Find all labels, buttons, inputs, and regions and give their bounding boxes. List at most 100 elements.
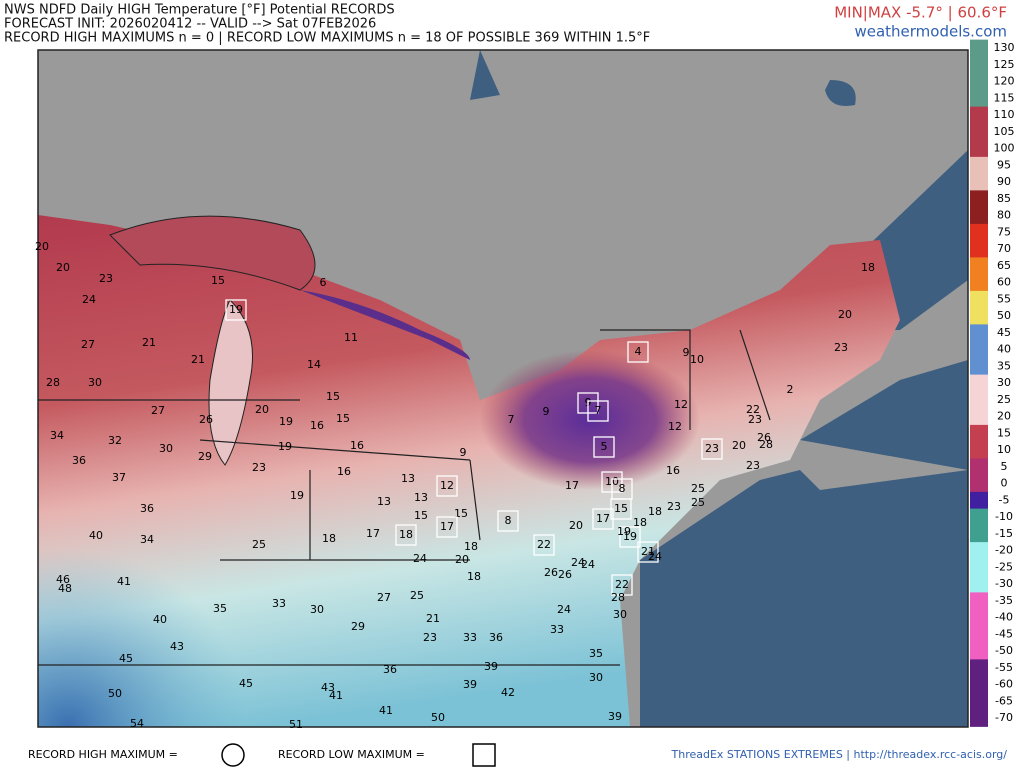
colorbar-label: 35 xyxy=(997,359,1011,372)
station-value: 19 xyxy=(278,440,292,453)
station-value: 23 xyxy=(705,442,719,455)
station-value: 50 xyxy=(431,711,445,724)
station-value: 20 xyxy=(255,403,269,416)
station-value: 45 xyxy=(239,677,253,690)
colorbar-label: 45 xyxy=(997,326,1011,339)
station-value: 9 xyxy=(683,346,690,359)
source: ThreadEx STATIONS EXTREMES | http://thre… xyxy=(671,748,1008,761)
colorbar-cell xyxy=(970,408,988,426)
colorbar-cell xyxy=(970,709,988,727)
station-value: 20 xyxy=(56,261,70,274)
station-value: 19 xyxy=(279,415,293,428)
station-value: 30 xyxy=(613,608,627,621)
colorbar-cell xyxy=(970,659,988,677)
station-value: 24 xyxy=(413,552,427,565)
station-value: 16 xyxy=(337,465,351,478)
colorbar-cell xyxy=(970,525,988,543)
station-value: 23 xyxy=(748,413,762,426)
colorbar-cell xyxy=(970,56,988,74)
station-value: 27 xyxy=(151,404,165,417)
station-value: 11 xyxy=(344,331,358,344)
station-value: 30 xyxy=(589,671,603,684)
station-value: 43 xyxy=(321,681,335,694)
colorbar-cell xyxy=(970,207,988,225)
colorbar-cell xyxy=(970,140,988,158)
station-value: 13 xyxy=(377,495,391,508)
colorbar-label: -20 xyxy=(995,544,1013,557)
station-value: 30 xyxy=(310,603,324,616)
station-value: 18 xyxy=(861,261,875,274)
colorbar-label: -15 xyxy=(995,527,1013,540)
station-value: 9 xyxy=(543,405,550,418)
station-value: 23 xyxy=(99,272,113,285)
station-value: 25 xyxy=(691,482,705,495)
colorbar-label: 25 xyxy=(997,393,1011,406)
colorbar-cell xyxy=(970,625,988,644)
colorbar-label: 5 xyxy=(1001,460,1008,473)
station-value: 34 xyxy=(140,533,154,546)
station-value: 17 xyxy=(596,512,610,525)
station-value: 13 xyxy=(414,491,428,504)
colorbar-label: -70 xyxy=(995,711,1013,724)
station-value: 19 xyxy=(290,489,304,502)
colorbar-label: -40 xyxy=(995,611,1013,624)
station-value: 28 xyxy=(759,438,773,451)
station-value: 15 xyxy=(454,507,468,520)
station-value: 46 xyxy=(56,573,70,586)
station-value: 26 xyxy=(558,568,572,581)
colorbar-cell xyxy=(970,341,988,359)
station-value: 10 xyxy=(690,353,704,366)
colorbar-cell xyxy=(970,475,988,493)
colorbar-cell xyxy=(970,542,988,560)
colorbar-cell xyxy=(970,290,988,309)
station-value: 32 xyxy=(108,434,122,447)
record-box xyxy=(436,475,458,497)
colorbar-label: -60 xyxy=(995,678,1013,691)
colorbar-cell xyxy=(970,508,988,526)
station-value: 50 xyxy=(108,687,122,700)
station-value: 21 xyxy=(641,545,655,558)
station-value: 51 xyxy=(289,718,303,731)
colorbar-label: 60 xyxy=(997,276,1011,289)
colorbar-cell xyxy=(970,424,988,443)
colorbar-label: 75 xyxy=(997,225,1011,238)
station-value: 41 xyxy=(379,704,393,717)
station-value: 28 xyxy=(46,376,60,389)
station-value: 16 xyxy=(350,439,364,452)
low-symbol xyxy=(472,743,496,767)
colorbar-label: -10 xyxy=(995,510,1013,523)
lake-superior xyxy=(109,215,316,291)
colorbar-cell xyxy=(970,575,988,593)
station-value: 18 xyxy=(399,528,413,541)
colorbar-label: -65 xyxy=(995,694,1013,707)
colorbar-label: -45 xyxy=(995,627,1013,640)
colorbar-label: -50 xyxy=(995,644,1013,657)
colorbar-label: -55 xyxy=(995,661,1013,674)
station-value: 23 xyxy=(667,500,681,513)
colorbar-cell xyxy=(970,391,988,409)
station-value: 48 xyxy=(58,582,72,595)
station-value: 40 xyxy=(89,529,103,542)
station-value: 12 xyxy=(674,398,688,411)
colorbar-cell xyxy=(970,558,988,577)
colorbar-cell xyxy=(970,39,988,57)
colorbar-cell xyxy=(970,156,988,175)
station-value: 25 xyxy=(691,496,705,509)
station-value: 20 xyxy=(455,553,469,566)
colorbar-cell xyxy=(970,274,988,292)
map-frame xyxy=(37,49,969,728)
colorbar-label: 95 xyxy=(997,158,1011,171)
colorbar-cell xyxy=(970,240,988,258)
station-value: 8 xyxy=(619,482,626,495)
colorbar-label: 80 xyxy=(997,209,1011,222)
station-value: 30 xyxy=(88,376,102,389)
colorbar-label: 120 xyxy=(994,75,1015,88)
colorbar-label: 55 xyxy=(997,292,1011,305)
station-value: 7 xyxy=(595,404,602,417)
colorbar-cell xyxy=(970,123,988,141)
record-box xyxy=(533,534,555,556)
station-value: 24 xyxy=(571,556,585,569)
colorbar-cell xyxy=(970,257,988,275)
